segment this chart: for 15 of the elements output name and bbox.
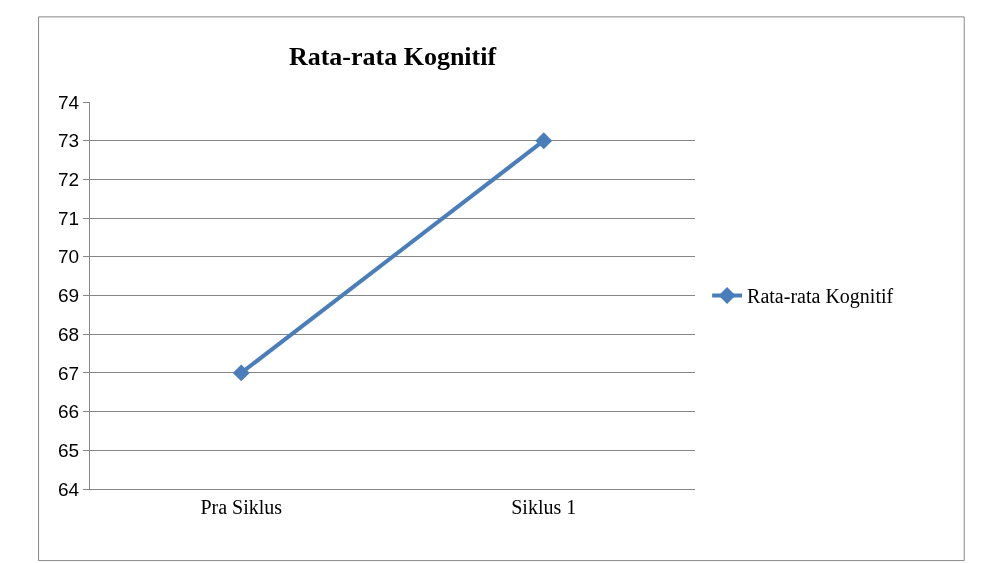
y-tick-label: 69 [58,285,80,307]
x-tick-label: Pra Siklus [200,496,283,518]
x-tick-label: Siklus 1 [511,496,577,518]
y-tick-label: 68 [58,323,80,345]
y-tick-label: 70 [58,246,80,268]
y-tick-label: 71 [58,207,80,229]
y-tick-label: 67 [58,362,80,384]
y-tick-label: 66 [58,401,80,423]
y-tick-label: 64 [58,478,80,500]
y-tick-label: 65 [58,439,80,461]
y-tick-label: 74 [58,91,80,113]
y-tick-label: 72 [58,169,80,191]
y-tick-label: 73 [58,130,80,152]
chart-title: Rata-rata Kognitif [288,42,497,72]
legend-label: Rata-rata Kognitif [747,285,894,309]
